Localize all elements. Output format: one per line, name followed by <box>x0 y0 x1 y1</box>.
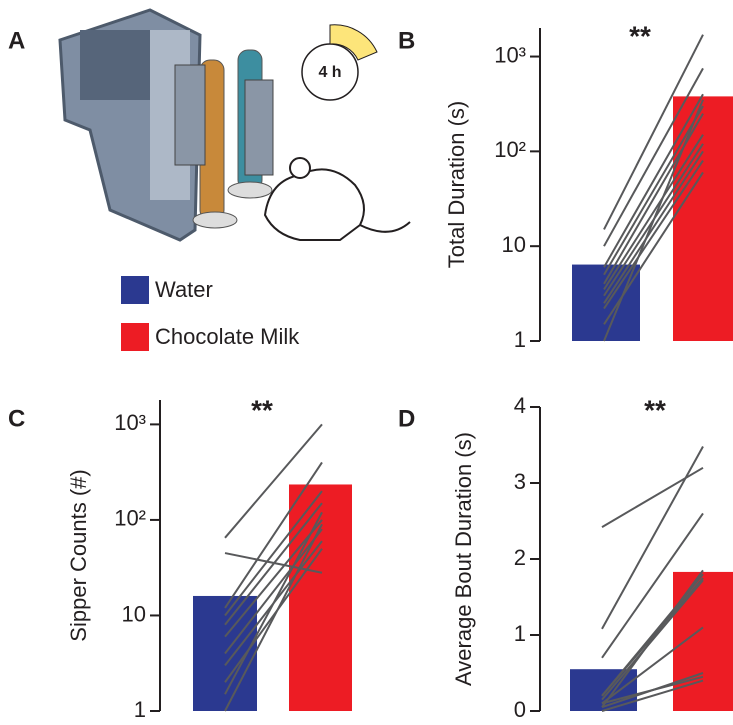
y-tick-label: 1 <box>514 621 526 646</box>
y-tick-label: 10³ <box>114 410 146 435</box>
y-tick-label: 10³ <box>494 42 526 67</box>
y-axis-label: Total Duration (s) <box>444 101 469 269</box>
illustration: 4 h <box>60 10 410 240</box>
base-right <box>228 182 272 198</box>
panel-letter: B <box>398 27 415 54</box>
holder-left <box>175 65 205 165</box>
legend-label: Chocolate Milk <box>155 324 300 349</box>
panel-letter: A <box>8 27 25 54</box>
y-tick-label: 1 <box>514 327 526 352</box>
bar <box>673 96 733 341</box>
significance: ** <box>251 394 273 425</box>
legend-label: Water <box>155 277 213 302</box>
mouse-tail <box>360 222 410 232</box>
y-tick-label: 2 <box>514 545 526 570</box>
mouse <box>265 169 364 240</box>
panel-letter: C <box>8 405 25 432</box>
base-left <box>193 212 237 228</box>
panel-letter: D <box>398 405 415 432</box>
y-tick-label: 3 <box>514 469 526 494</box>
y-tick-label: 1 <box>134 697 146 720</box>
legend-swatch <box>121 323 149 351</box>
y-tick-label: 0 <box>514 697 526 720</box>
significance: ** <box>644 394 666 425</box>
bar <box>673 572 733 711</box>
holder-right <box>245 80 273 175</box>
bar <box>289 484 352 711</box>
significance: ** <box>629 20 651 51</box>
timer-label: 4 h <box>318 64 341 81</box>
mouse-ear <box>290 158 310 178</box>
y-tick-label: 10² <box>114 506 146 531</box>
paired-line <box>602 468 703 527</box>
y-tick-label: 10² <box>494 137 526 162</box>
y-tick-label: 10 <box>122 601 146 626</box>
figure: 4 h A WaterChocolate MilkB11010²10³Total… <box>0 0 733 720</box>
y-tick-label: 10 <box>502 232 526 257</box>
legend-swatch <box>121 276 149 304</box>
y-axis-label: Sipper Counts (#) <box>66 469 91 641</box>
device-window <box>80 30 150 100</box>
y-axis-label: Average Bout Duration (s) <box>451 432 476 686</box>
y-tick-label: 4 <box>514 393 526 418</box>
